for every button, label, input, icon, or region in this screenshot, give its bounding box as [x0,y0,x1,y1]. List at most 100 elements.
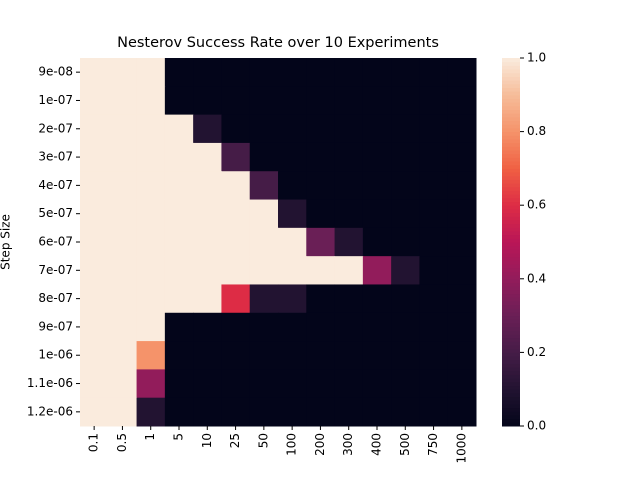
heatmap-cell [306,114,336,144]
x-tick-label: 750 [426,433,440,456]
heatmap-cell [136,369,166,399]
colorbar-segment [502,116,520,122]
heatmap-cell [278,341,307,370]
heatmap-cell [334,369,364,399]
colorbar-segment [502,127,520,133]
heatmap-cell [221,369,251,399]
heatmap-cell [447,312,477,342]
x-tick-label: 1 [143,433,157,441]
heatmap-cell [108,142,138,172]
heatmap-cell [419,199,449,229]
heatmap-cell [419,114,449,144]
heatmap-cell [362,86,392,116]
colorbar-segment [502,227,520,232]
heatmap-cell [334,341,364,370]
x-tick-label: 25 [228,433,242,448]
heatmap-cell [278,397,307,427]
heatmap-cell [136,199,166,229]
colorbar-segment [502,109,520,114]
colorbar-segment [502,168,520,173]
colorbar-segment [502,407,520,412]
heatmap-cell [193,86,222,116]
heatmap-cell [249,142,279,172]
heatmap-cell [306,171,336,201]
heatmap-cell [221,312,251,342]
heatmap-cell [362,142,392,172]
heatmap-cell [391,171,420,201]
colorbar-tick-label: 0.0 [527,419,546,433]
heatmap-cell [419,397,449,427]
colorbar-segment [502,322,520,328]
heatmap-cell [221,227,251,257]
heatmap-cell [193,114,222,144]
colorbar-segment [502,381,520,387]
heatmap-cell [164,369,194,399]
heatmap-cell [221,199,251,229]
heatmap-cell [306,256,336,285]
colorbar-segment [502,363,520,368]
heatmap-cell [362,199,392,229]
colorbar-segment [502,120,520,125]
heatmap-cell [136,171,166,201]
heatmap-cell [391,256,420,285]
heatmap-cell [306,58,336,87]
colorbar-segment [502,356,520,361]
heatmap-cell [136,284,166,314]
colorbar-segment [502,98,520,103]
heatmap-cell [419,227,449,257]
heatmap-cell [419,142,449,172]
colorbar-segment [502,367,520,372]
heatmap-cell [249,397,279,427]
heatmap-cell [221,142,251,172]
heatmap-cell [80,142,109,172]
x-tick-label: 5 [172,433,186,441]
heatmap-cell [108,227,138,257]
y-tick-label: 1e-06 [38,348,73,362]
colorbar-segment [502,69,520,74]
heatmap-cell [80,199,109,229]
y-tick-label: 6e-07 [38,235,73,249]
colorbar-segment [502,341,520,346]
y-tick-label: 4e-07 [38,178,73,192]
colorbar-segment [502,414,520,420]
heatmap-cell [193,284,222,314]
colorbar-segment [502,392,520,398]
y-tick-label: 2e-07 [38,121,73,135]
colorbar-tick-label: 0.6 [527,198,546,212]
y-tick-label: 3e-07 [38,150,73,164]
heatmap-cell [278,114,307,144]
colorbar-segment [502,157,520,162]
colorbar-segment [502,396,520,401]
x-tick-label: 0.1 [87,433,101,452]
heatmap-cell [136,256,166,285]
heatmap-cell [391,227,420,257]
heatmap-cell [334,58,364,87]
heatmap-cell [164,171,194,201]
y-tick-label: 1.2e-06 [27,404,73,418]
heatmap-cell [362,284,392,314]
colorbar-segment [502,378,520,383]
heatmap-cell [278,199,307,229]
colorbar-segment [502,275,520,280]
colorbar-segment [502,153,520,158]
heatmap-cell [193,397,222,427]
colorbar-segment [502,230,520,236]
y-tick-label: 5e-07 [38,206,73,220]
heatmap-cell [108,86,138,116]
heatmap-cell [362,227,392,257]
heatmap-cell [278,86,307,116]
heatmap-cell [391,312,420,342]
colorbar-segment [502,326,520,331]
heatmap-cell [108,199,138,229]
heatmap-cell [108,369,138,399]
colorbar-segment [502,389,520,394]
heatmap-cell [391,114,420,144]
heatmap-cell [419,86,449,116]
colorbar-segment [502,216,520,221]
colorbar-segment [502,271,520,276]
heatmap-cell [80,341,109,370]
heatmap-cell [391,397,420,427]
x-axis-label: Damping Factor [230,479,325,480]
heatmap-cell [278,171,307,201]
